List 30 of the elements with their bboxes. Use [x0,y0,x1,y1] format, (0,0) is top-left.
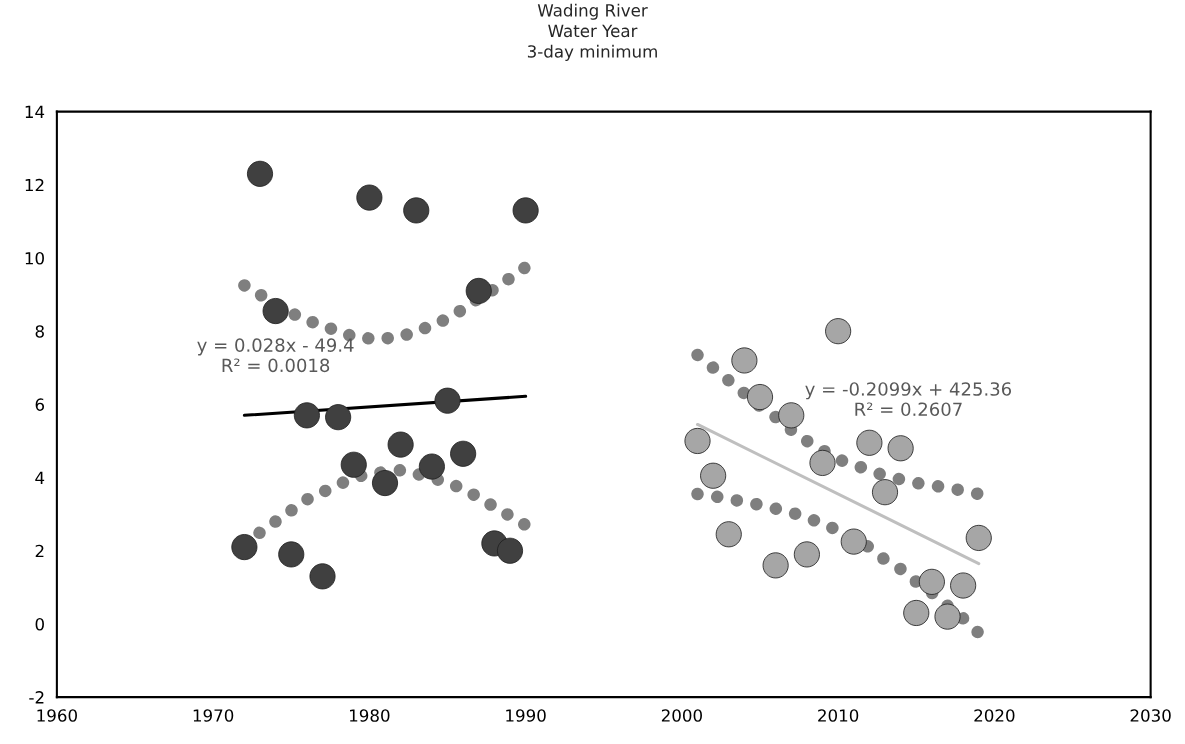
x-tick-label: 2030 [1130,709,1171,722]
x-tick-label: 1960 [37,709,77,722]
x-tick-label: 2020 [974,709,1015,722]
y-tick-label: 4 [35,471,45,484]
y-tick-label: 14 [25,105,45,118]
annotation: y = 0.028x - 49.4 R² = 0.0018 [197,338,354,373]
point [809,449,836,476]
point [278,541,305,568]
x-tick-label: 2000 [661,709,702,722]
point [731,347,758,374]
point [871,479,899,506]
point [965,524,992,551]
y-tick-label: 12 [25,178,44,192]
point [309,563,336,590]
chart-title: Wading River Water Year 3-day minimum [527,3,657,61]
point [684,427,711,454]
annotation: y = -0.2099x + 425.36 R² = 0.2607 [805,382,1012,417]
x-tick-label: 1990 [506,709,546,722]
x-tick-label: 2010 [818,709,859,722]
point [918,568,945,595]
point [700,462,727,489]
y-tick-label: 6 [35,398,45,411]
point [418,453,445,480]
x-tick-label: 1980 [350,709,390,722]
y-tick-label: 2 [35,544,44,558]
y-tick-label: -2 [29,691,44,704]
y-tick-label: 8 [35,325,44,338]
y-tick-label: 10 [25,251,44,265]
x-tick-label: 1970 [193,709,234,722]
y-tick-label: 0 [35,617,44,631]
